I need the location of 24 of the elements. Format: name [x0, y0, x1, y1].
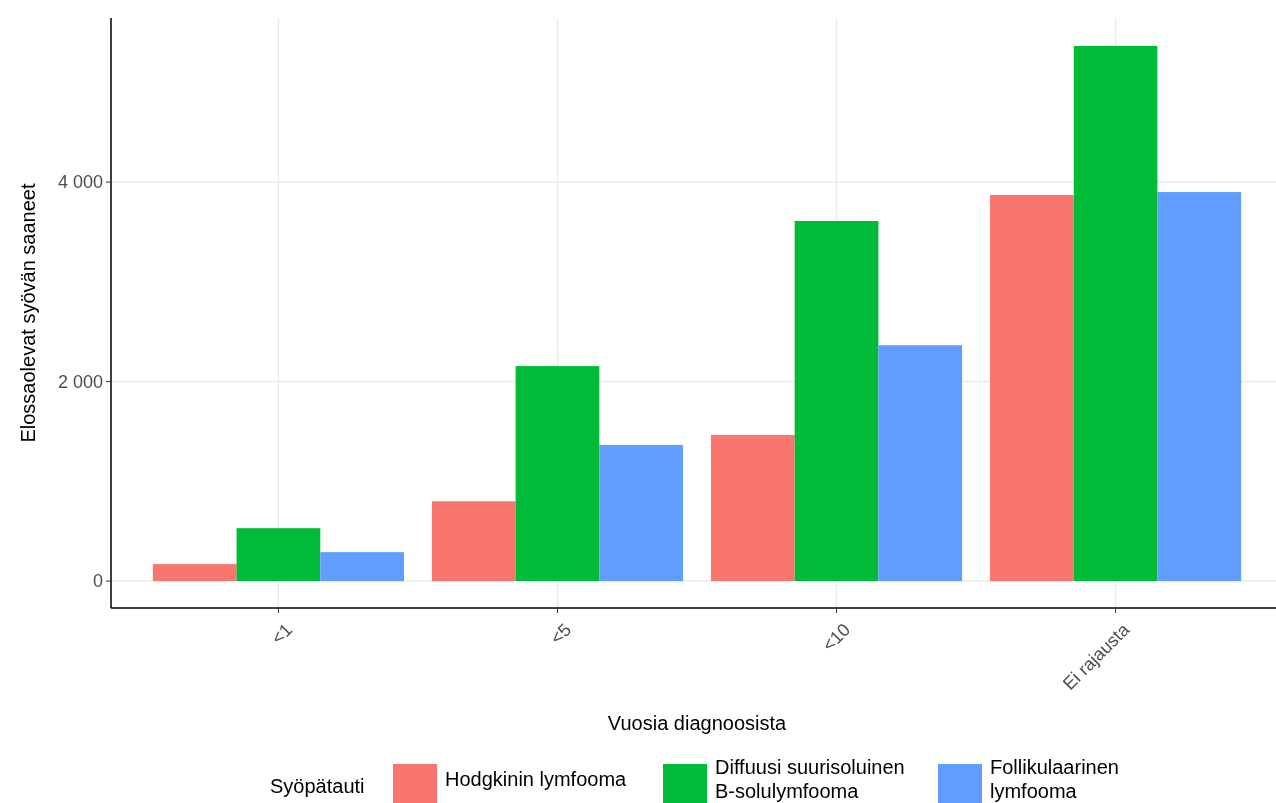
bar	[320, 552, 404, 582]
y-tick-label: 0	[92, 571, 103, 592]
bar	[794, 220, 879, 582]
bar	[515, 366, 600, 582]
bar	[599, 444, 684, 582]
bar	[710, 434, 795, 582]
y-tick-label: 4 000	[57, 172, 103, 193]
bar	[431, 501, 516, 582]
x-tick-label: <5	[546, 619, 576, 649]
bar	[236, 528, 321, 582]
legend-label: Hodgkinin lymfooma	[445, 768, 628, 790]
y-tick-label: 2 000	[57, 371, 103, 392]
bar	[1157, 192, 1242, 582]
x-axis-title: Vuosia diagnoosista	[607, 712, 788, 734]
x-tick-label: <10	[818, 619, 855, 656]
legend-label: Follikulaarinen lymfooma	[990, 756, 1119, 802]
legend-title: Syöpätauti	[270, 775, 365, 797]
y-axis-title: Elossaolevat syövän saaneet	[17, 183, 39, 443]
x-tick-label: <1	[267, 619, 297, 649]
bar	[152, 564, 237, 582]
bar	[878, 345, 963, 582]
legend-label: Diffuusi suurisoluinen B-solulymfooma	[715, 756, 905, 802]
bar	[990, 195, 1074, 582]
bar	[1073, 45, 1158, 582]
